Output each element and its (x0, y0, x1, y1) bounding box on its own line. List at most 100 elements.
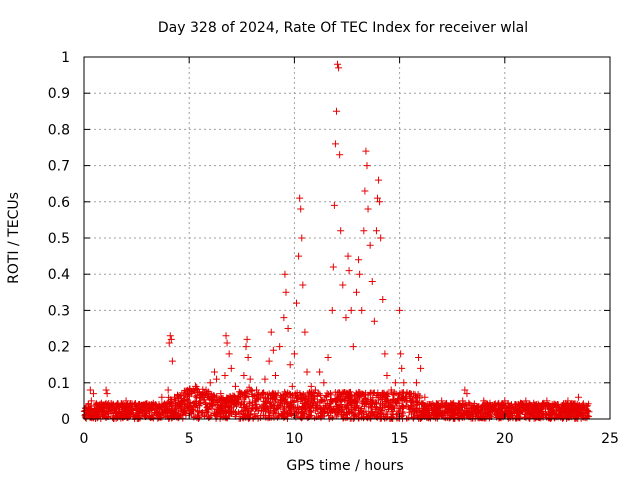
y-tick-label: 0.9 (48, 86, 70, 102)
data-point (158, 393, 166, 401)
noise-point (245, 407, 252, 414)
noise-point (264, 405, 271, 412)
data-point (97, 404, 105, 412)
noise-point (301, 401, 308, 408)
data-point (358, 306, 366, 314)
noise-point (210, 399, 217, 406)
noise-point (155, 414, 162, 421)
data-point (349, 343, 357, 351)
noise-point (368, 401, 375, 408)
data-point (257, 393, 265, 401)
noise-point (393, 411, 400, 418)
noise-point (568, 409, 574, 416)
noise-point (343, 409, 350, 416)
noise-point (182, 410, 189, 417)
data-point (122, 397, 130, 405)
data-point (213, 375, 221, 383)
data-point (299, 281, 307, 289)
noise-point (359, 399, 366, 406)
data-point (301, 328, 309, 336)
noise-point (351, 412, 358, 419)
noise-point (194, 392, 201, 399)
noise-point (196, 407, 203, 414)
noise-point (214, 401, 221, 408)
data-point (284, 325, 292, 332)
noise-point (203, 404, 210, 411)
noise-point (535, 415, 542, 422)
data-point (290, 350, 298, 358)
noise-point (556, 407, 563, 414)
noise-point (336, 396, 343, 403)
noise-point (261, 405, 268, 412)
noise-point (427, 415, 434, 422)
noise-point (223, 394, 230, 401)
noise-point (464, 408, 471, 415)
noise-point (584, 408, 591, 415)
noise-point (295, 409, 302, 416)
noise-point (334, 409, 341, 416)
noise-point (572, 400, 579, 407)
data-point (271, 372, 279, 380)
noise-point (93, 399, 100, 406)
noise-point (308, 409, 315, 416)
noise-point (431, 404, 438, 411)
noise-point (243, 403, 250, 410)
noise-point (211, 394, 218, 401)
data-point (242, 343, 250, 351)
data-point (298, 234, 306, 242)
data-point (463, 390, 471, 398)
data-point (311, 386, 319, 394)
noise-point (444, 414, 451, 421)
data-point (363, 162, 371, 170)
noise-point (362, 389, 369, 396)
data-point (379, 296, 387, 304)
noise-point (194, 411, 201, 418)
noise-point (195, 389, 202, 396)
y-tick-label: 0.4 (48, 267, 70, 283)
noise-point (545, 405, 552, 412)
data-point (246, 375, 254, 383)
noise-point (343, 410, 350, 417)
noise-point (526, 407, 533, 414)
data-point (522, 397, 530, 405)
noise-point (540, 414, 547, 421)
data-point (387, 386, 395, 394)
data-point (269, 346, 277, 354)
noise-point (393, 400, 400, 407)
noise-point (524, 402, 531, 409)
data-point (165, 339, 173, 347)
noise-point (253, 405, 260, 412)
noise-point (187, 407, 194, 414)
noise-point (322, 408, 329, 415)
noise-point (253, 403, 260, 410)
noise-point (281, 405, 288, 412)
noise-point (506, 403, 513, 410)
noise-point (323, 393, 330, 400)
noise-point (507, 402, 514, 409)
noise-point (407, 406, 414, 413)
noise-point (398, 394, 405, 401)
noise-point (298, 408, 305, 415)
noise-point (285, 404, 292, 411)
data-point (168, 357, 176, 365)
noise-point (314, 398, 321, 405)
data-point (93, 408, 101, 416)
noise-point (206, 403, 213, 410)
noise-point (550, 409, 557, 416)
noise-point (142, 402, 149, 409)
data-point (227, 364, 235, 372)
noise-point (347, 388, 354, 395)
data-point (86, 386, 94, 394)
data-point (243, 335, 251, 343)
noise-point (395, 407, 402, 414)
noise-point (412, 394, 419, 401)
data-point (501, 397, 509, 405)
noise-point (344, 414, 351, 421)
noise-point (162, 407, 169, 414)
noise-point (335, 402, 342, 409)
noise-point (379, 390, 386, 397)
data-point (265, 357, 273, 365)
noise-point (127, 401, 134, 408)
noise-point (361, 403, 368, 410)
noise-point (269, 396, 276, 403)
